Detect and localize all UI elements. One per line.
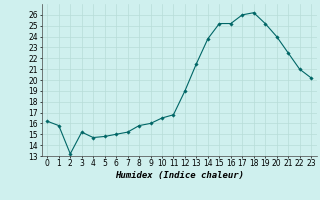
X-axis label: Humidex (Indice chaleur): Humidex (Indice chaleur): [115, 171, 244, 180]
